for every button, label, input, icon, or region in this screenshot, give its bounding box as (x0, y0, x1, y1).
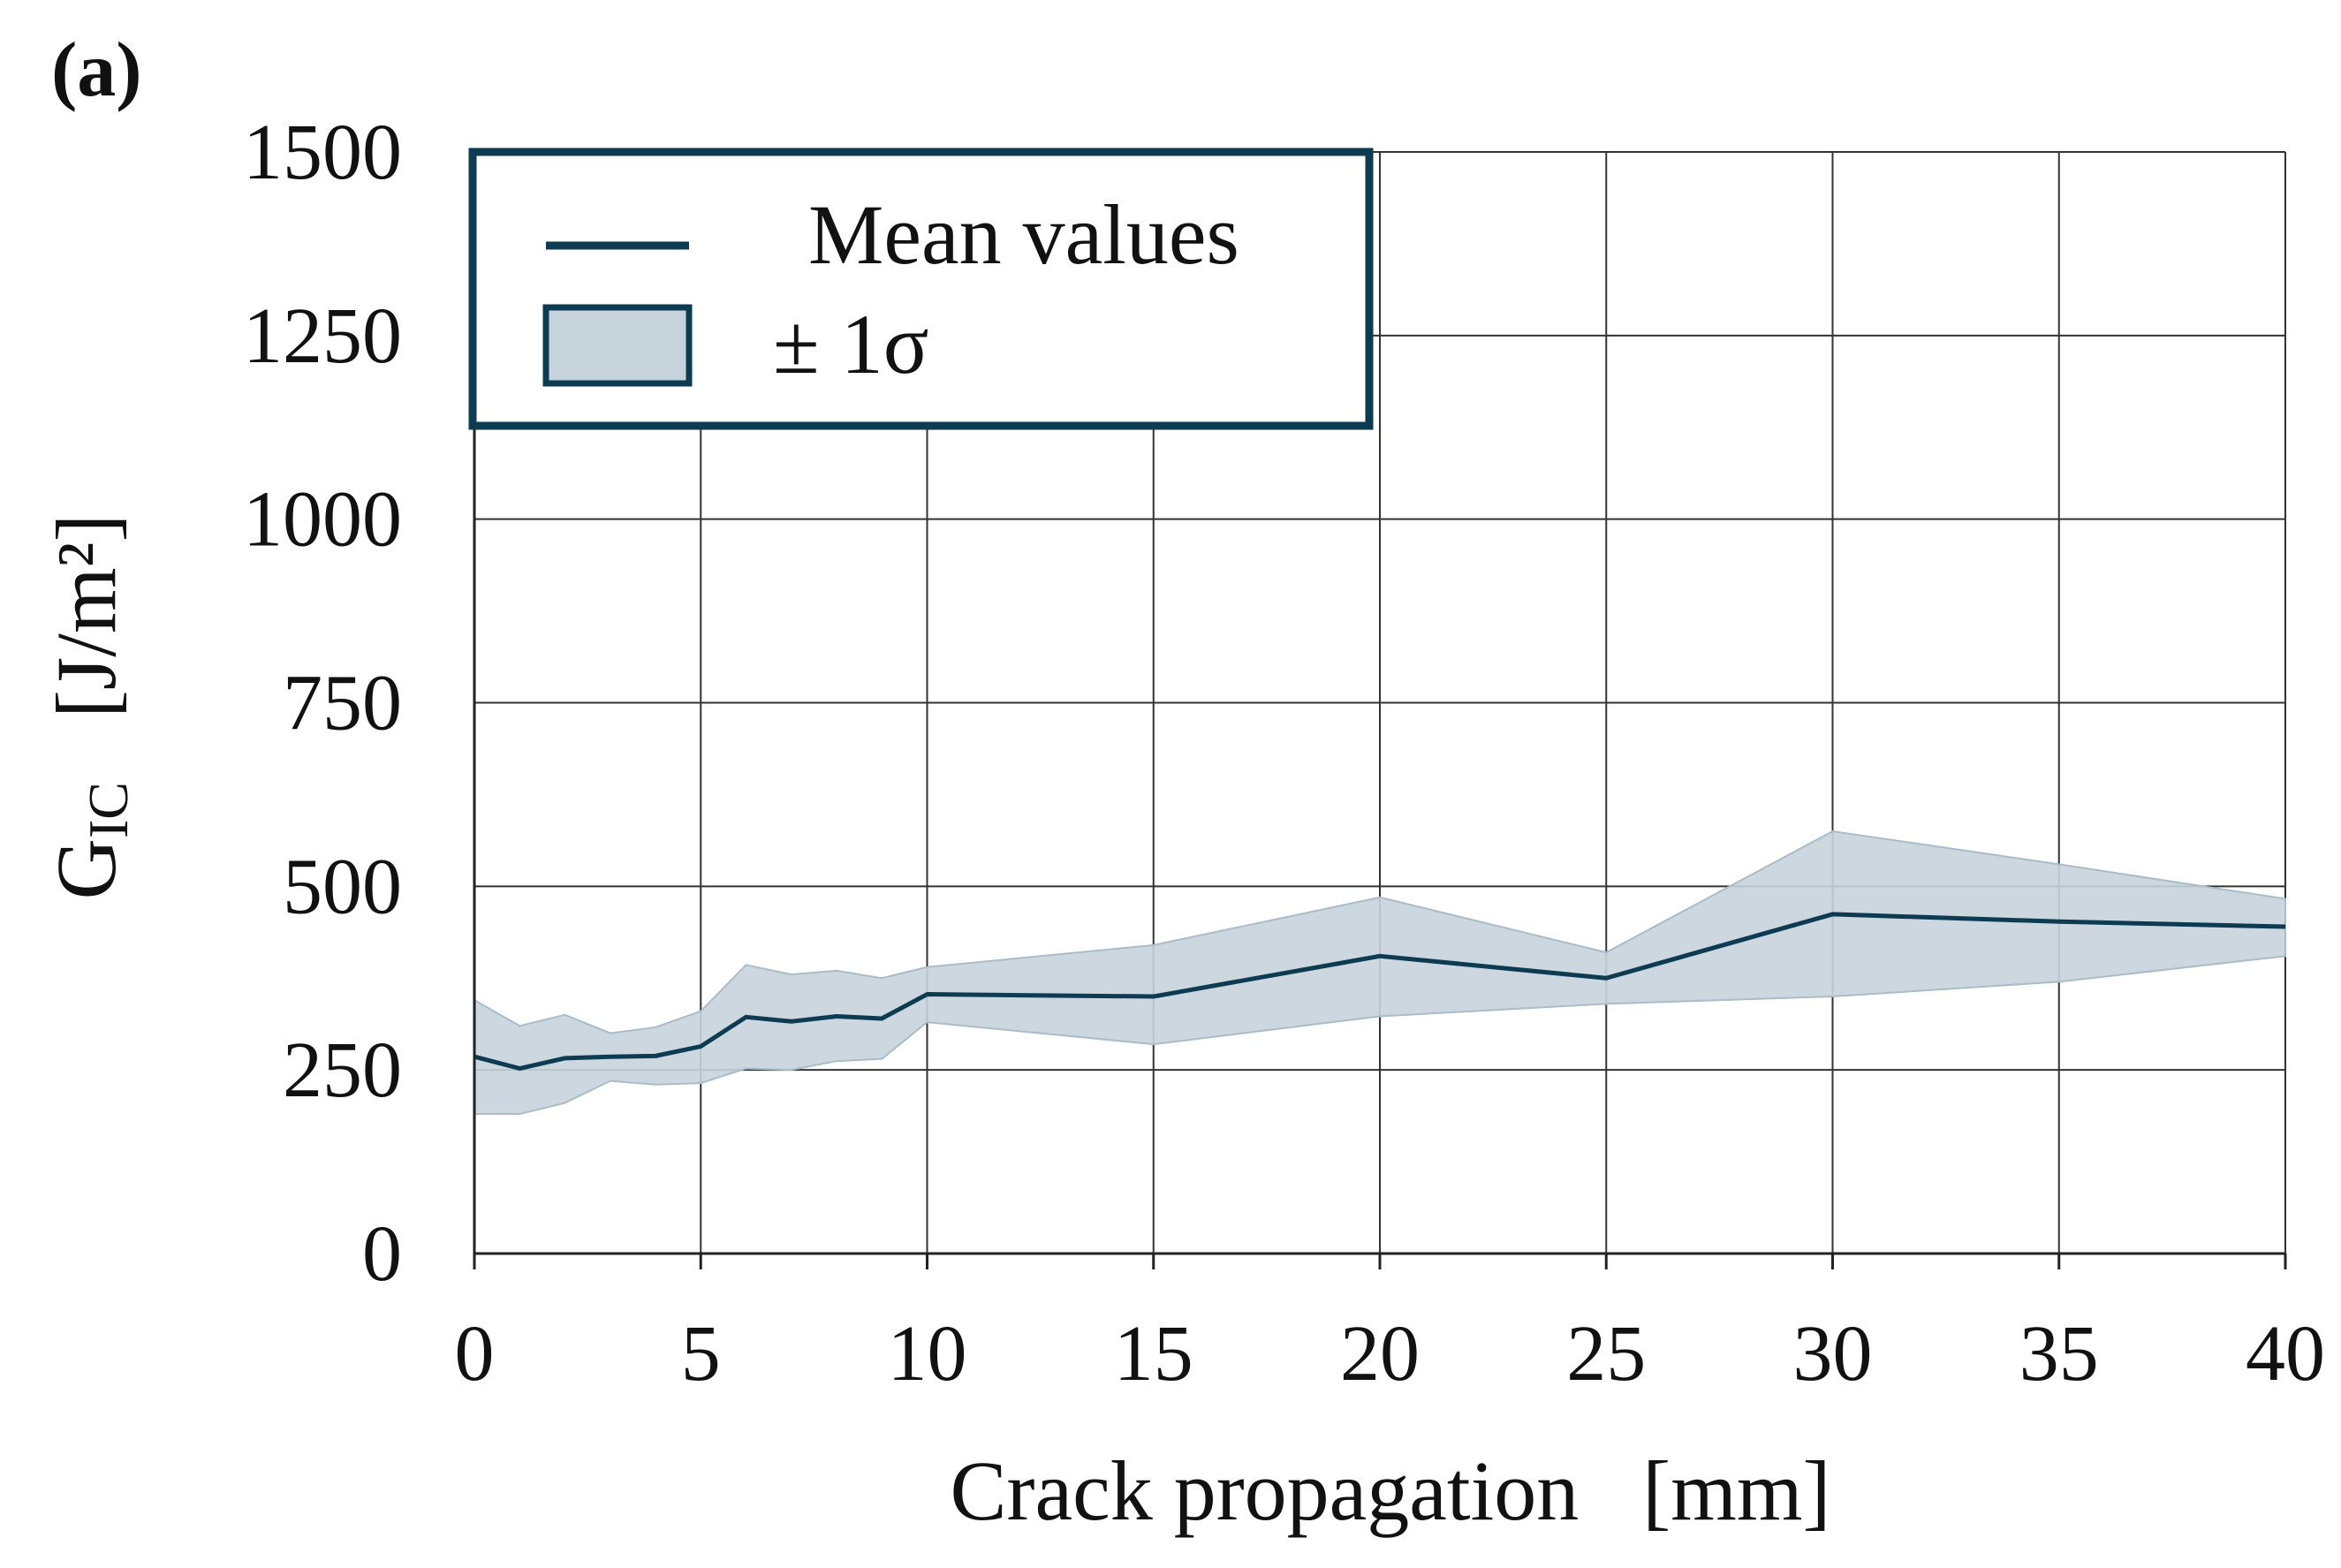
legend-sigma-label: ± 1σ (773, 297, 928, 391)
mean-line-layer (474, 912, 2286, 1072)
y-tick-label: 1500 (243, 109, 402, 196)
x-tick-label: 20 (1340, 1310, 1420, 1398)
y-tick-label: 1000 (243, 476, 402, 564)
x-axis-label: Crack propagation [mm] (950, 1443, 1830, 1538)
x-tick-labels: 0 5 10 15 20 25 30 35 40 (455, 1310, 2326, 1398)
legend-sigma-swatch (542, 304, 693, 387)
sigma-band (474, 829, 2286, 1116)
legend-mean-label: Mean values (808, 187, 1239, 282)
y-axis-label-unit: [J/m²] (39, 514, 133, 718)
x-tick-label: 30 (1793, 1310, 1873, 1398)
y-tick-label: 250 (283, 1026, 402, 1114)
x-tick-label: 15 (1114, 1310, 1193, 1398)
x-tick-label: 35 (2019, 1310, 2099, 1398)
y-tick-label: 0 (362, 1210, 402, 1298)
y-axis-label-subscript: IC (77, 782, 140, 838)
x-tick-label: 40 (2246, 1310, 2325, 1398)
x-tick-label: 25 (1566, 1310, 1646, 1398)
x-tick-label: 5 (681, 1310, 721, 1398)
y-tick-label: 1250 (243, 292, 402, 380)
y-tick-label: 500 (283, 843, 402, 930)
y-tick-label: 750 (283, 660, 402, 747)
x-tick-label: 0 (455, 1310, 495, 1398)
svg-text:GIC [J/m²]: GIC [J/m²] (39, 514, 140, 900)
y-tick-labels: 0 250 500 750 1000 1250 1500 (243, 109, 402, 1298)
panel-label: (a) (51, 27, 142, 113)
sigma-band-layer (474, 829, 2286, 1116)
y-axis-label-symbol: G (39, 838, 133, 899)
legend: Mean values ± 1σ (468, 148, 1374, 430)
y-axis-label: GIC [J/m²] (39, 514, 140, 900)
x-tick-label: 10 (888, 1310, 967, 1398)
